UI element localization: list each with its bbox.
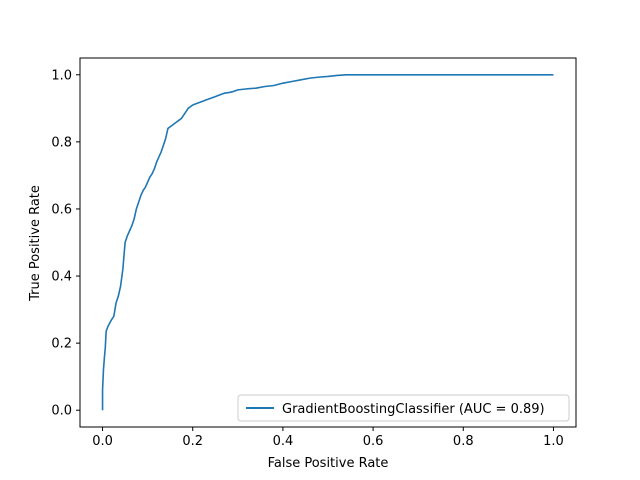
plot-frame	[79, 57, 577, 428]
plot-area	[79, 57, 577, 428]
x-tick-label: 0.2	[182, 434, 203, 449]
x-axis-label: False Positive Rate	[268, 456, 389, 471]
y-axis-label: True Positive Rate	[28, 185, 43, 302]
y-tick-label: 0.4	[51, 270, 72, 285]
y-tick-label: 1.0	[51, 68, 72, 83]
legend: GradientBoostingClassifier (AUC = 0.89)	[237, 394, 570, 422]
y-axis-ticks: 0.0 0.2 0.4 0.6 0.8 1.0	[51, 68, 80, 419]
y-tick-label: 0.2	[51, 337, 72, 352]
roc-curve-line	[101, 73, 554, 411]
x-tick-label: 0.0	[92, 434, 113, 449]
legend-label: GradientBoostingClassifier (AUC = 0.89)	[282, 402, 545, 417]
x-tick-label: 0.8	[453, 434, 474, 449]
legend-box	[237, 394, 570, 422]
y-tick-label: 0.8	[51, 135, 72, 150]
x-axis-ticks: 0.0 0.2 0.4 0.6 0.8 1.0	[92, 427, 564, 449]
y-tick-label: 0.0	[51, 404, 72, 419]
x-tick-label: 0.4	[273, 434, 294, 449]
x-tick-label: 1.0	[543, 434, 564, 449]
y-tick-label: 0.6	[51, 202, 72, 217]
x-tick-label: 0.6	[363, 434, 384, 449]
